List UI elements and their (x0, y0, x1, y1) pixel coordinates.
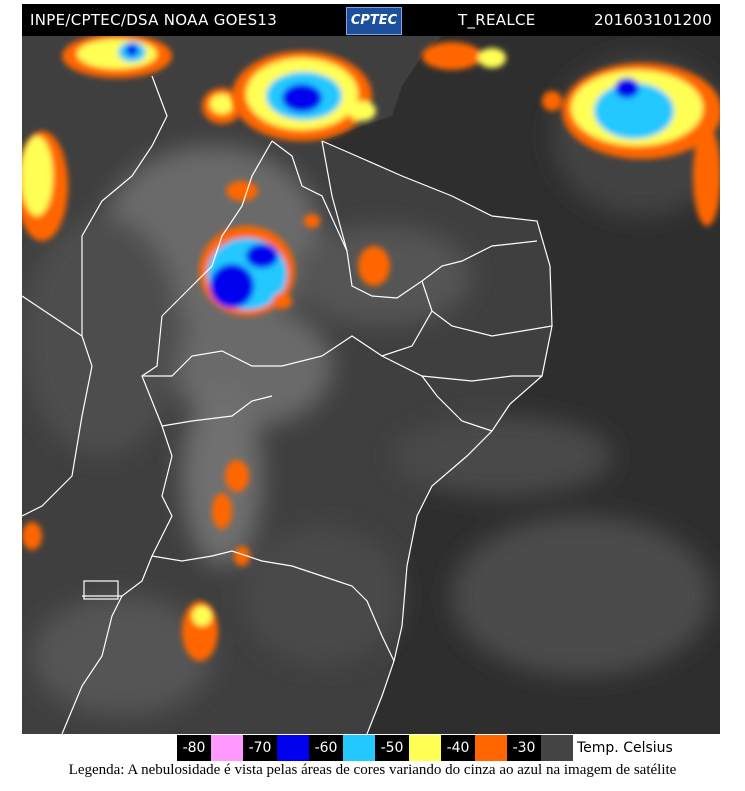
header-product: T_REALCE (458, 11, 536, 29)
header-source: INPE/CPTEC/DSA NOAA GOES13 (30, 11, 278, 29)
legend-value: -80 (177, 735, 211, 761)
legend-swatch (541, 735, 573, 761)
state-borders (22, 75, 553, 734)
legend-value: -40 (441, 735, 475, 761)
satellite-image: INPE/CPTEC/DSA NOAA GOES13 CPTEC T_REALC… (22, 4, 720, 734)
legend-value: -60 (309, 735, 343, 761)
legend-units: Temp. Celsius (577, 740, 673, 756)
satellite-map (22, 36, 720, 734)
header-timestamp: 201603101200 (594, 11, 713, 29)
legend-swatch (211, 735, 243, 761)
legend-value: -70 (243, 735, 277, 761)
legend-swatch (475, 735, 507, 761)
image-header: INPE/CPTEC/DSA NOAA GOES13 CPTEC T_REALC… (22, 4, 720, 36)
legend-value: -50 (375, 735, 409, 761)
color-scale-legend: -80 -70 -60 -50 -40 -30 Temp. Celsius (177, 735, 723, 761)
legend-swatch (277, 735, 309, 761)
convective-clouds (22, 36, 720, 661)
cptec-logo: CPTEC (346, 7, 402, 35)
legend-swatch (343, 735, 375, 761)
gray-cloud-cover (22, 56, 720, 716)
legend-value: -30 (507, 735, 541, 761)
figure-caption: Legenda: A nebulosidade é vista pelas ár… (68, 762, 677, 778)
legend-swatch (409, 735, 441, 761)
